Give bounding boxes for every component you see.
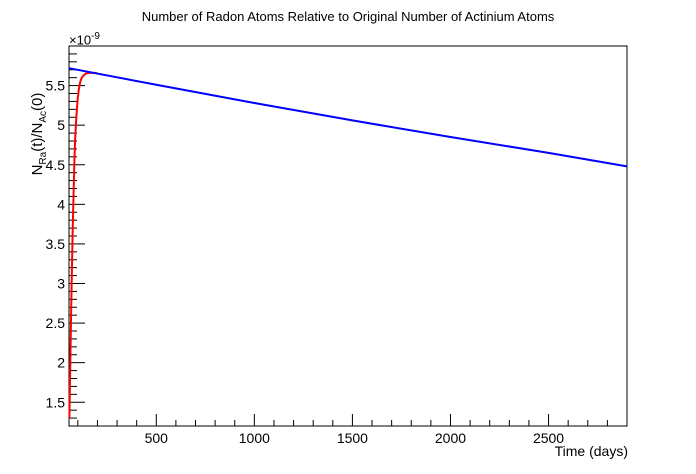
y-tick-label: 3 <box>57 276 65 292</box>
series-line-2 <box>68 67 628 168</box>
y-tick-label: 3.5 <box>46 236 66 252</box>
y-tick-label: 1.5 <box>46 394 66 410</box>
y-tick-label: 5.5 <box>46 78 66 94</box>
y-tick-label: 4 <box>57 196 65 212</box>
x-tick-label: 1000 <box>239 430 270 446</box>
y-tick-label: 4.5 <box>46 157 66 173</box>
y-axis-multiplier: ×10-9 <box>69 31 100 48</box>
x-axis-label: Time (days) <box>554 443 628 459</box>
x-tick-label: 2500 <box>533 430 564 446</box>
chart-title: Number of Radon Atoms Relative to Origin… <box>141 9 555 24</box>
x-tick-label: 2000 <box>435 430 466 446</box>
y-tick-label: 2 <box>57 355 65 371</box>
plot-frame <box>68 45 628 427</box>
y-tick-label: 2.5 <box>46 315 66 331</box>
y-tick-label: 5 <box>57 117 65 133</box>
x-tick-label: 1500 <box>337 430 368 446</box>
x-tick-label: 500 <box>145 430 169 446</box>
